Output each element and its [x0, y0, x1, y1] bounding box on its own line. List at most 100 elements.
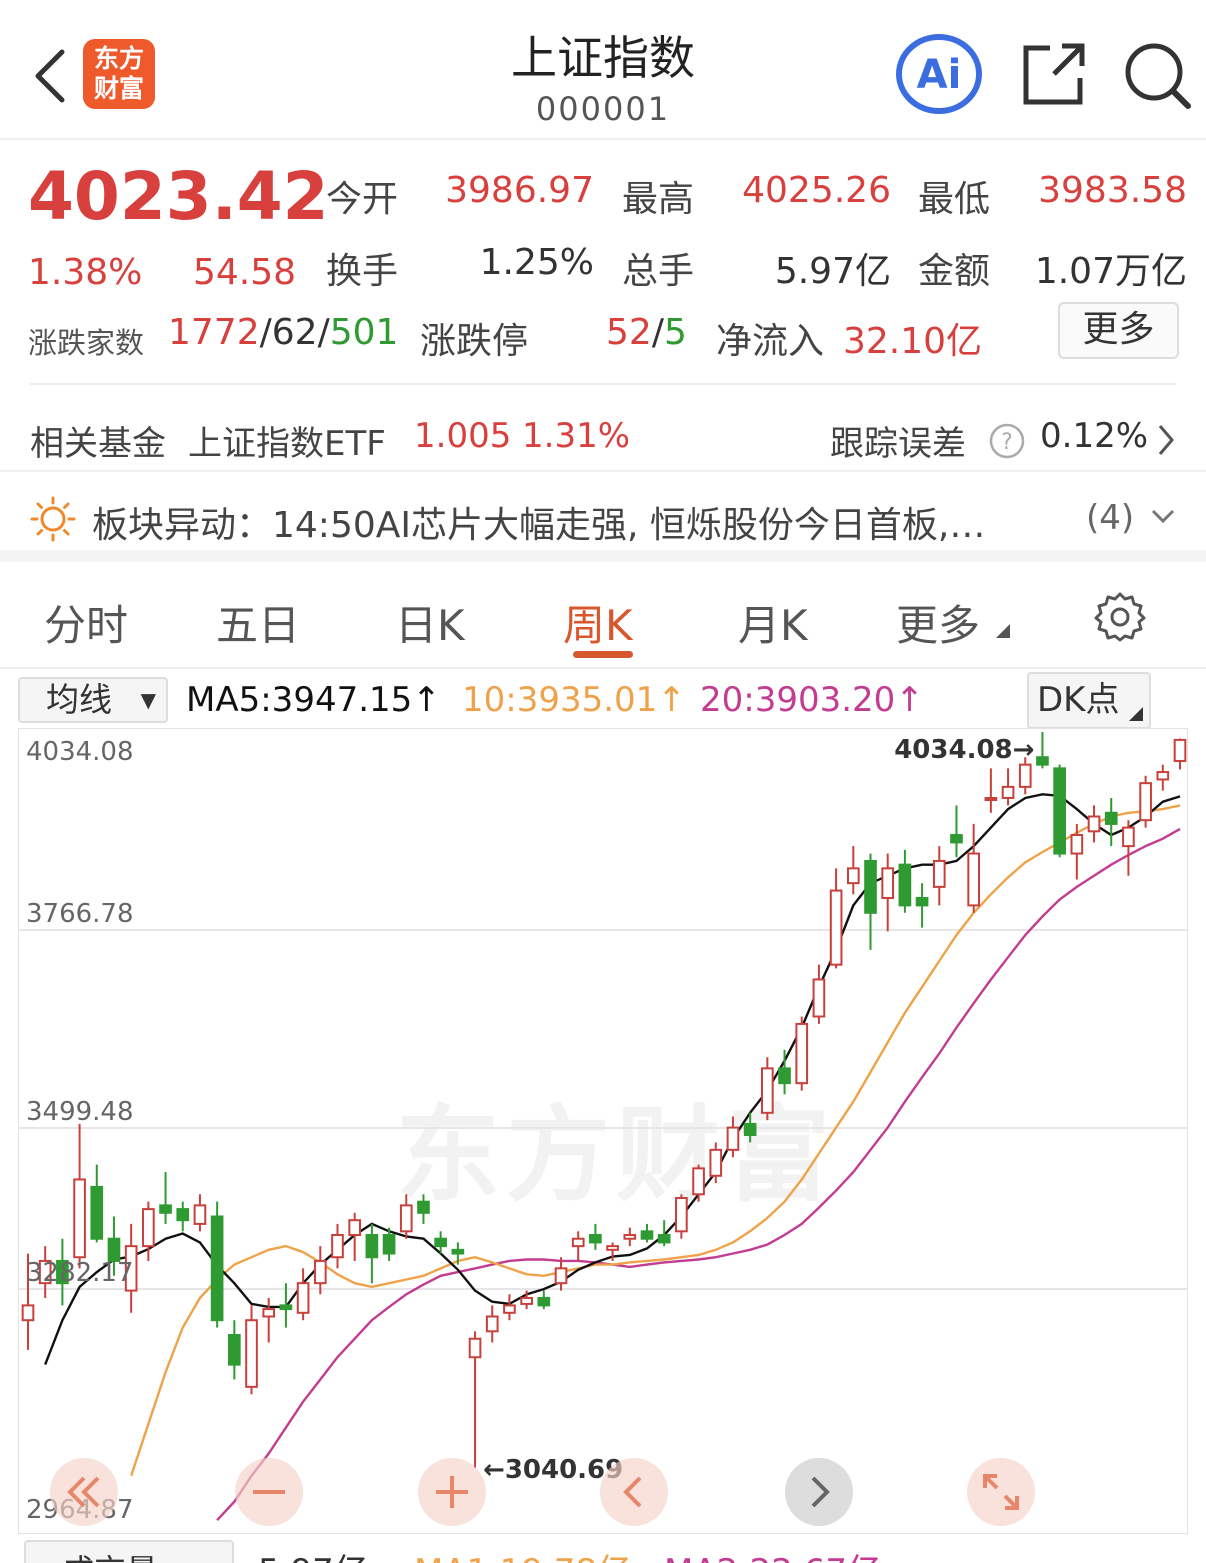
chart-period-tabs: 分时 五日 日K 周K 月K 更多: [0, 574, 1206, 669]
chevron-right-icon: [811, 1476, 830, 1508]
limit-label: 涨跌停: [420, 321, 529, 362]
candle-down: [657, 1234, 671, 1244]
candle-down: [107, 1237, 121, 1262]
candle-down: [1036, 756, 1049, 766]
settings-gear-icon[interactable]: [1094, 590, 1146, 642]
volume-ma2: MA2:22.67亿: [664, 1544, 881, 1563]
sector-alert-row[interactable]: 板块异动：14:50AI芯片大幅走强, 恒烁股份今日首板,… (4): [0, 470, 1206, 562]
ma10-value: 10:3935.01↑: [462, 680, 686, 720]
tab-monthly-k[interactable]: 月K: [738, 601, 808, 650]
scroll-left-fast-button[interactable]: [50, 1458, 118, 1526]
candle-down: [176, 1208, 190, 1222]
volume-indicator-select[interactable]: 成交量: [24, 1540, 234, 1563]
scroll-right-button[interactable]: [785, 1458, 853, 1526]
turnover-label: 换手: [326, 251, 399, 292]
candle-up: [399, 1204, 413, 1233]
netflow-value: 32.10亿: [843, 321, 983, 362]
back-arrow-icon[interactable]: [30, 46, 70, 106]
help-icon[interactable]: ?: [989, 423, 1025, 459]
svg-text:?: ?: [1001, 430, 1013, 455]
candle-up: [606, 1245, 619, 1251]
candle-up: [692, 1167, 705, 1196]
breadth-label: 涨跌家数: [28, 326, 145, 360]
candle-up: [1018, 763, 1032, 788]
indicator-select-label: 均线: [46, 680, 112, 719]
share-icon[interactable]: [1020, 40, 1088, 108]
candle-down: [589, 1234, 602, 1244]
ma5-value: MA5:3947.15↑: [186, 680, 441, 720]
scroll-left-button[interactable]: [600, 1458, 668, 1526]
candle-down: [434, 1237, 447, 1248]
expand-icon: [983, 1474, 1019, 1510]
limit-up: 52: [606, 312, 652, 353]
max-price-marker: 4034.08→: [894, 735, 1034, 765]
y-tick-label: 4034.08: [26, 737, 134, 767]
dk-point-button[interactable]: DK点: [1027, 672, 1151, 729]
y-tick-label: 3766.78: [26, 899, 134, 929]
svg-text:Ai: Ai: [917, 52, 962, 98]
more-quote-button[interactable]: 更多: [1058, 302, 1179, 359]
tab-daily-k[interactable]: 日K: [395, 601, 465, 650]
candle-up: [846, 867, 860, 885]
candle-down: [56, 1259, 69, 1285]
related-fund-row[interactable]: 相关基金 上证指数ETF 1.005 1.31% 跟踪误差 ? 0.12%: [0, 402, 1206, 468]
fund-name: 上证指数ETF: [188, 424, 386, 464]
candle-down: [365, 1234, 379, 1259]
sector-alert-text: 板块异动：14:50AI芯片大幅走强, 恒烁股份今日首板,…: [92, 505, 986, 546]
zoom-in-button[interactable]: [418, 1458, 486, 1526]
indicator-select[interactable]: 均线 ▼: [18, 677, 168, 723]
candle-up: [520, 1296, 533, 1305]
chevron-right-icon: [1158, 425, 1174, 455]
limit-values: 52/5: [606, 312, 687, 353]
tracking-error-label: 跟踪误差: [830, 424, 966, 464]
volume-select-label: 成交量: [62, 1546, 158, 1563]
volume-ma1: MA1:19.78亿: [414, 1544, 631, 1563]
chevron-down-icon[interactable]: [1150, 508, 1176, 524]
candle-up: [812, 978, 826, 1018]
candle-down: [227, 1334, 241, 1366]
tab-five-day[interactable]: 五日: [216, 601, 301, 650]
candle-up: [1087, 815, 1101, 833]
candle-up: [245, 1319, 258, 1388]
zoom-out-button[interactable]: [235, 1458, 303, 1526]
open-label: 今开: [326, 179, 399, 220]
candle-up: [124, 1245, 138, 1292]
tab-intraday[interactable]: 分时: [44, 601, 129, 650]
y-tick-label: 3499.48: [26, 1097, 134, 1127]
search-icon[interactable]: [1122, 40, 1192, 110]
candle-down: [640, 1230, 654, 1240]
top-bar: 东方 财富 上证指数 000001 Ai: [0, 0, 1206, 140]
change-points: 54.58: [192, 252, 296, 293]
candle-up: [485, 1315, 499, 1333]
fullscreen-button[interactable]: [967, 1458, 1035, 1526]
candle-down: [898, 863, 912, 907]
candle-down: [864, 859, 877, 914]
low-value: 3983.58: [1038, 170, 1187, 211]
ai-assistant-icon[interactable]: Ai: [895, 33, 983, 115]
candle-up: [675, 1196, 688, 1233]
candle-up: [38, 1259, 52, 1285]
eastmoney-logo: 东方 财富: [83, 39, 155, 109]
candle-up: [554, 1267, 568, 1285]
page-title: 上证指数: [511, 31, 695, 85]
divider: [30, 383, 1176, 385]
candle-up: [984, 796, 998, 801]
candle-down: [915, 896, 929, 907]
candle-down: [451, 1248, 465, 1255]
candle-up: [142, 1208, 155, 1248]
tab-more[interactable]: 更多: [896, 601, 981, 650]
candle-down: [279, 1304, 293, 1311]
weekly-k-chart[interactable]: 4034.083766.783499.483282.172964.874034.…: [18, 728, 1188, 1534]
breadth-up: 1772: [168, 312, 260, 353]
candle-up: [829, 889, 843, 966]
stock-code: 000001: [535, 90, 671, 128]
breadth-values: 1772/62/501: [168, 312, 399, 353]
open-value: 3986.97: [445, 170, 594, 211]
candle-up: [21, 1304, 35, 1322]
fund-label: 相关基金: [30, 424, 166, 464]
tab-weekly-k[interactable]: 周K: [563, 601, 633, 650]
plus-icon: [436, 1476, 468, 1508]
sun-icon: [30, 496, 76, 542]
breadth-down: 501: [329, 312, 399, 353]
ma20-line: [216, 827, 1181, 1522]
